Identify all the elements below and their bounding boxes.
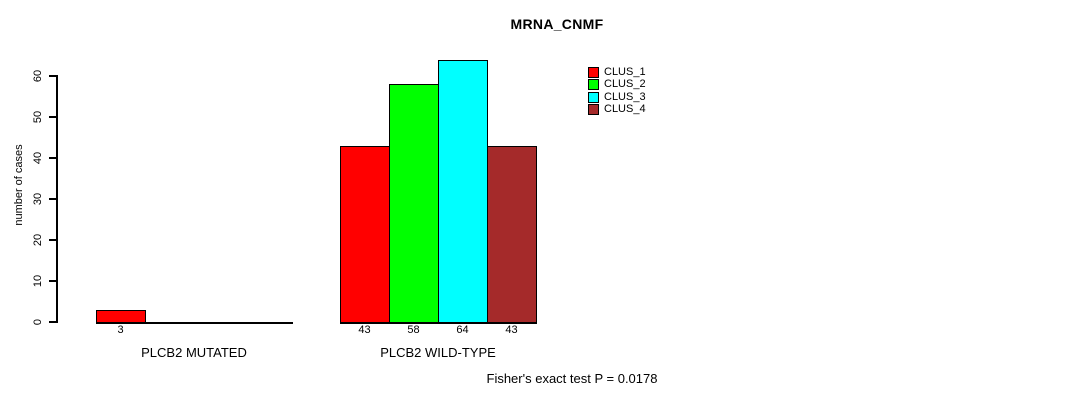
- y-tick-mark: [49, 239, 56, 241]
- group-baseline: [340, 322, 537, 324]
- group-baseline: [96, 322, 293, 324]
- bar-clus_2: [389, 84, 439, 323]
- legend-swatch-clus_3: [588, 91, 599, 103]
- y-axis-label: number of cases: [13, 144, 25, 226]
- legend-label-clus_2: CLUS_2: [604, 78, 646, 91]
- y-tick-mark: [49, 157, 56, 159]
- legend-swatch-clus_4: [588, 103, 599, 115]
- y-tick-label: 60: [32, 69, 44, 83]
- legend-label-clus_1: CLUS_1: [604, 66, 646, 78]
- y-tick-label: 10: [32, 274, 44, 288]
- y-tick-label: 50: [32, 110, 44, 124]
- group-label-plcb2-mutated: PLCB2 MUTATED: [141, 345, 247, 360]
- y-tick-label: 40: [32, 151, 44, 165]
- y-tick-label: 0: [32, 318, 44, 326]
- legend-label-clus_3: CLUS_3: [604, 90, 646, 103]
- bar-clus_1: [96, 309, 146, 323]
- bar-value-label: 58: [407, 324, 420, 336]
- y-tick-mark: [49, 280, 56, 282]
- fisher-exact-test-annotation: Fisher's exact test P = 0.0178: [486, 371, 658, 386]
- legend-swatch-clus_2: [588, 79, 599, 91]
- legend-swatch-clus_1: [588, 67, 599, 78]
- bar-value-label: 3: [117, 324, 124, 336]
- y-axis-line: [56, 75, 58, 323]
- y-tick-label: 20: [32, 233, 44, 247]
- group-label-plcb2-wild-type: PLCB2 WILD-TYPE: [380, 345, 496, 360]
- bar-value-label: 64: [456, 324, 469, 336]
- y-tick-mark: [49, 321, 56, 323]
- bar-clus_4: [487, 145, 537, 323]
- y-tick-mark: [49, 75, 56, 77]
- bar-value-label: 43: [358, 324, 371, 336]
- legend-label-clus_4: CLUS_4: [604, 102, 646, 115]
- bar-clus_1: [340, 145, 390, 323]
- chart-title: MRNA_CNMF: [510, 16, 604, 32]
- y-tick-mark: [49, 198, 56, 200]
- bar-value-label: 43: [505, 324, 518, 336]
- y-tick-label: 30: [32, 192, 44, 206]
- bar-clus_3: [438, 59, 488, 323]
- y-tick-mark: [49, 116, 56, 118]
